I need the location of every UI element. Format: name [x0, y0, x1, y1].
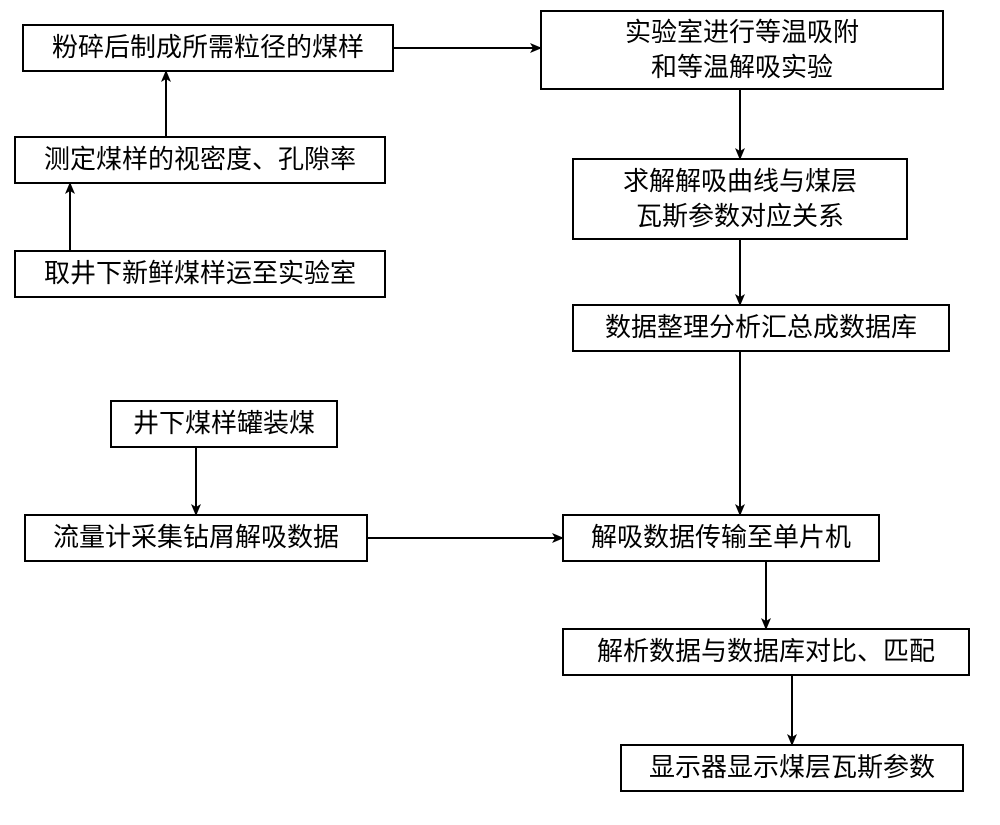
flow-node-n8: 流量计采集钻屑解吸数据 — [24, 514, 368, 562]
flow-node-label: 粉碎后制成所需粒径的煤样 — [52, 30, 364, 65]
flow-node-n5: 取井下新鲜煤样运至实验室 — [14, 250, 386, 298]
flow-node-n10: 解析数据与数据库对比、匹配 — [562, 628, 970, 676]
flow-node-n3: 测定煤样的视密度、孔隙率 — [14, 136, 386, 184]
flow-node-label: 实验室进行等温吸附 和等温解吸实验 — [625, 15, 859, 85]
flow-node-n7: 井下煤样罐装煤 — [110, 400, 338, 448]
flow-node-label: 显示器显示煤层瓦斯参数 — [649, 750, 935, 785]
flow-node-n2: 实验室进行等温吸附 和等温解吸实验 — [540, 10, 944, 90]
flow-node-n1: 粉碎后制成所需粒径的煤样 — [22, 24, 394, 72]
flow-node-n6: 数据整理分析汇总成数据库 — [572, 304, 950, 352]
flow-node-label: 测定煤样的视密度、孔隙率 — [44, 142, 356, 177]
flow-node-label: 解吸数据传输至单片机 — [591, 520, 851, 555]
flow-node-label: 数据整理分析汇总成数据库 — [605, 310, 917, 345]
flow-node-label: 取井下新鲜煤样运至实验室 — [44, 256, 356, 291]
flow-node-n11: 显示器显示煤层瓦斯参数 — [620, 744, 964, 792]
flow-node-label: 井下煤样罐装煤 — [133, 406, 315, 441]
flow-node-n9: 解吸数据传输至单片机 — [562, 514, 880, 562]
flow-node-label: 流量计采集钻屑解吸数据 — [53, 520, 339, 555]
flowchart-canvas: 粉碎后制成所需粒径的煤样 实验室进行等温吸附 和等温解吸实验测定煤样的视密度、孔隙… — [0, 0, 1000, 825]
flow-node-label: 解析数据与数据库对比、匹配 — [597, 634, 935, 669]
flow-node-n4: 求解解吸曲线与煤层 瓦斯参数对应关系 — [572, 158, 908, 240]
flow-node-label: 求解解吸曲线与煤层 瓦斯参数对应关系 — [623, 164, 857, 234]
